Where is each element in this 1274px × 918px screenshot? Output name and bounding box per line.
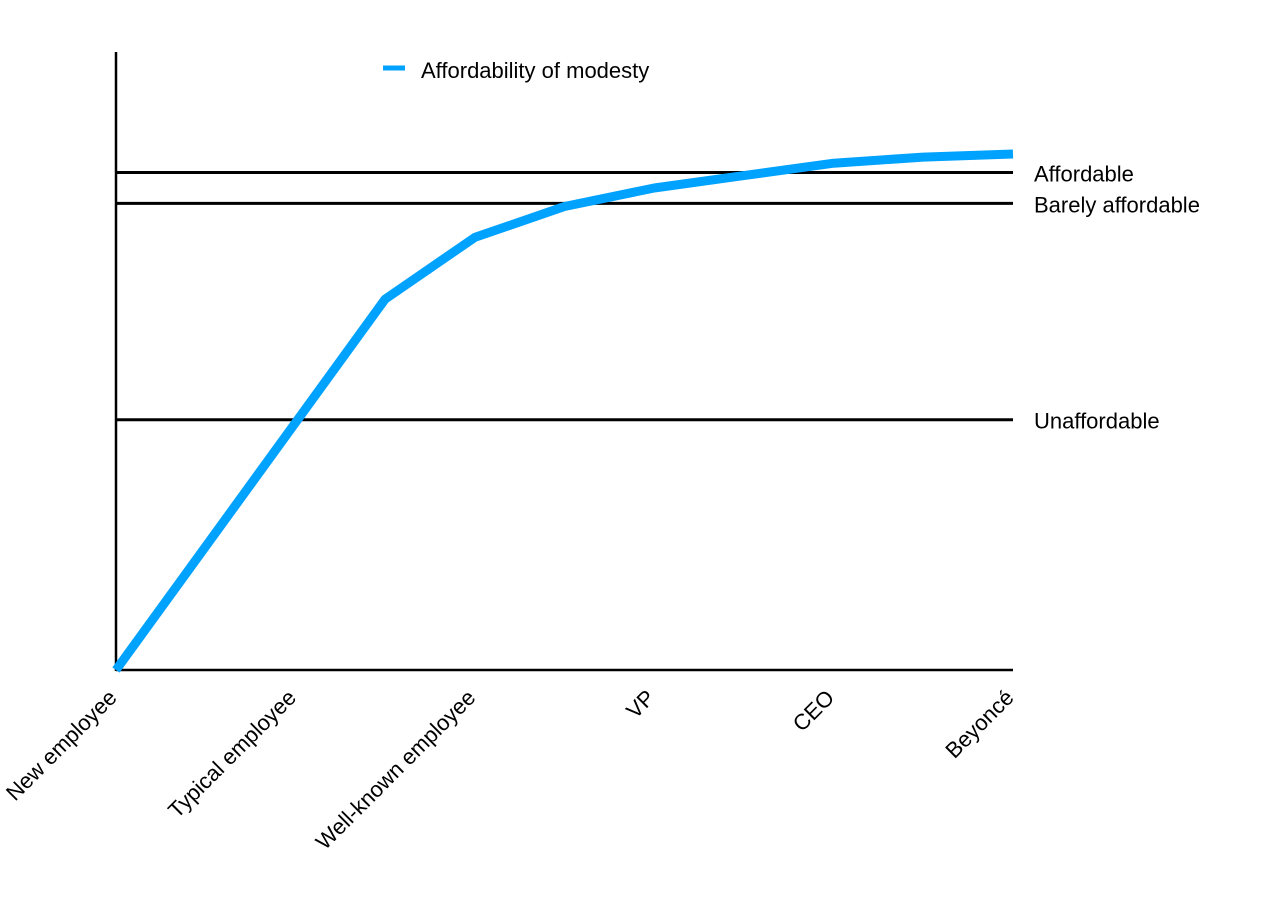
x-tick-label-5: Beyoncé bbox=[940, 685, 1018, 763]
x-tick-label-3: VP bbox=[621, 685, 659, 723]
reference-label-2: Unaffordable bbox=[1034, 409, 1160, 434]
series-line-0 bbox=[112, 149, 1014, 673]
x-tick-label-2: Well-known employee bbox=[311, 685, 481, 855]
reference-lines: Affordable Barely affordable Unaffordable bbox=[116, 162, 1200, 434]
series-layer bbox=[112, 149, 1014, 673]
x-tick-label-1: Typical employee bbox=[163, 685, 301, 823]
reference-label-0: Affordable bbox=[1034, 162, 1134, 187]
reference-label-1: Barely affordable bbox=[1034, 192, 1200, 217]
x-tick-labels: New employee Typical employee Well-known e… bbox=[1, 685, 1019, 855]
x-tick-label-4: CEO bbox=[788, 685, 839, 736]
legend-label: Affordability of modesty bbox=[421, 58, 649, 83]
x-tick-label-0: New employee bbox=[1, 685, 122, 806]
legend: Affordability of modesty bbox=[383, 58, 649, 83]
